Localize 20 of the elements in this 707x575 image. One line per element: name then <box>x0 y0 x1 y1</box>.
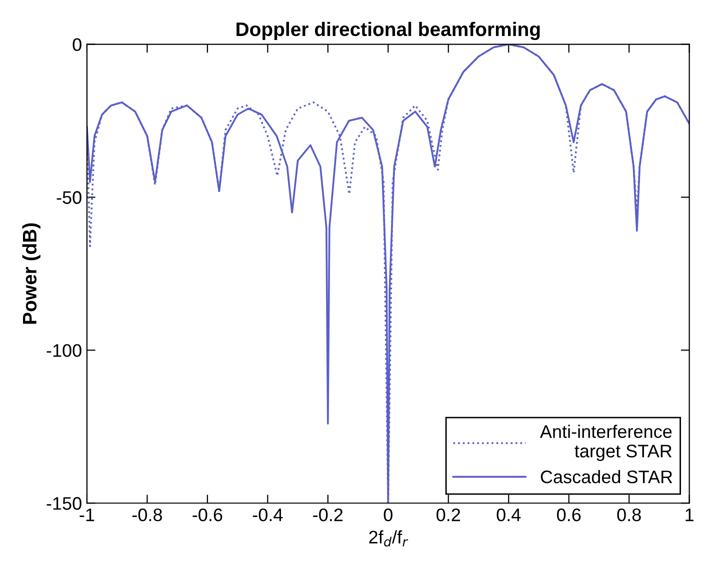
y-tick-label: -50 <box>56 191 82 204</box>
x-axis-title: 2f$_{d}$/f$_{r}$ <box>369 530 408 547</box>
y-axis-title: Power (dB) <box>22 223 40 324</box>
chart-title: Doppler directional beamforming <box>236 22 540 40</box>
x-tick-label: -0.2 <box>313 508 343 522</box>
x-tick-label: -1 <box>80 508 94 522</box>
x-tick-label: -0.8 <box>132 508 162 522</box>
y-tick-label: 0 <box>72 38 82 51</box>
x-tick-label: -0.6 <box>192 508 222 522</box>
x-tick-label: 1 <box>686 508 694 522</box>
x-tick-label: 0.8 <box>617 508 641 522</box>
y-tick-label: -100 <box>46 344 82 357</box>
x-tick-label: -0.4 <box>252 508 283 522</box>
y-tick-label: -150 <box>46 497 82 510</box>
x-tick-label: 0.2 <box>436 508 460 522</box>
x-tick-label: 0 <box>384 508 392 522</box>
x-tick-label: 0.4 <box>496 508 521 522</box>
legend-label: Anti-interference target STAR <box>540 424 672 462</box>
x-tick-label: 0.6 <box>557 508 581 522</box>
legend-label: Cascaded STAR <box>540 470 672 484</box>
